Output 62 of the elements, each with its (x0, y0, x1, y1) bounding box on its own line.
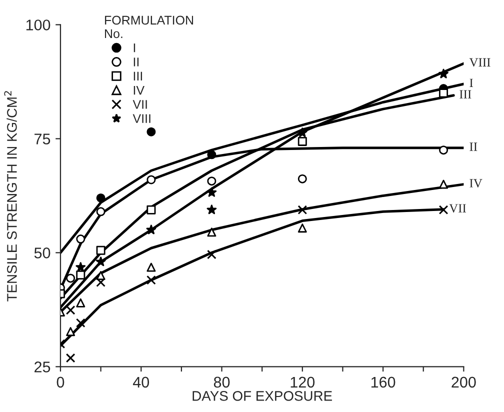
point (76, 262, 86, 272)
x-tick-label: 0 (56, 376, 64, 388)
legend-label: VIII (132, 114, 150, 123)
series-label: III (460, 90, 472, 98)
point (439, 146, 448, 155)
point (206, 187, 217, 197)
point (146, 175, 156, 184)
point (96, 256, 106, 266)
point (146, 224, 156, 234)
point (298, 224, 307, 233)
point (66, 274, 76, 283)
point (146, 127, 156, 136)
point (207, 176, 216, 186)
point (96, 278, 106, 288)
legend-label: III (134, 72, 142, 80)
point (96, 193, 106, 202)
y-tick-label: 25 (34, 362, 50, 372)
legend-label: I (134, 44, 136, 52)
y-axis-title: TENSILE STRENGTH IN KG/CM$^{2}$ (4, 91, 17, 302)
x-tick-label: 40 (132, 376, 150, 388)
point (76, 298, 86, 308)
point (206, 250, 216, 260)
series-label: IV (470, 179, 482, 188)
point (76, 234, 86, 244)
point (146, 275, 156, 285)
x-tick-label: 200 (452, 376, 476, 388)
point (96, 246, 106, 255)
point (298, 174, 307, 184)
point (96, 207, 106, 216)
point (207, 150, 216, 160)
point (298, 205, 308, 215)
y-tick-label: 75 (34, 134, 50, 144)
point (66, 327, 76, 336)
legend-label: II (134, 58, 139, 66)
point (438, 205, 448, 215)
point (76, 318, 86, 328)
point (206, 204, 217, 214)
series-label: I (470, 78, 473, 87)
legend-title: FORMULATION No. (105, 16, 194, 38)
point (66, 305, 76, 315)
series-label: II (470, 142, 478, 151)
x-tick-label: 120 (290, 376, 315, 388)
x-tick-label: 80 (214, 376, 230, 388)
x-tick-label: 160 (371, 376, 396, 388)
point (439, 88, 448, 98)
point (76, 270, 86, 280)
point (438, 68, 448, 78)
x-axis-title: DAYS OF EXPOSURE (192, 391, 332, 401)
point (297, 128, 308, 138)
series-label: VIII (469, 58, 490, 67)
line-series (60, 208, 445, 347)
point (439, 180, 448, 189)
point (146, 205, 156, 214)
point (66, 353, 76, 363)
legend-label: VII (132, 100, 147, 109)
legend-label: IV (134, 86, 144, 95)
series-label: VII (449, 204, 466, 213)
point (146, 262, 156, 272)
point (298, 136, 307, 146)
point (207, 228, 216, 237)
y-tick-label: 100 (26, 20, 50, 30)
y-tick-label: 50 (34, 248, 50, 258)
